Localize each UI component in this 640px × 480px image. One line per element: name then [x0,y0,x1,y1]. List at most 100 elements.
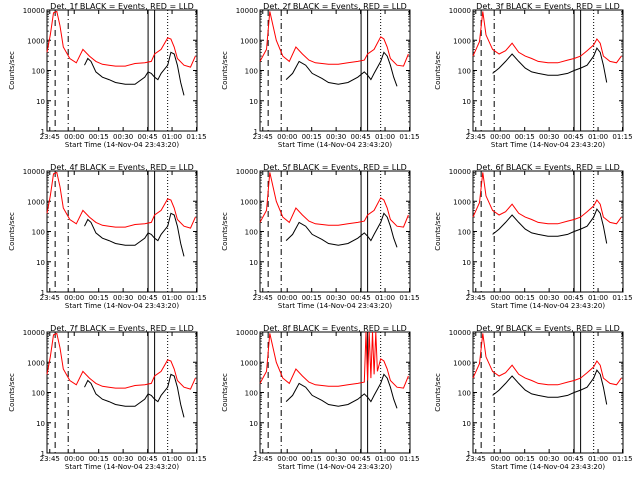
y-tick-label: 100 [32,390,45,398]
x-tick-label: 00:15 [89,455,109,463]
y-axis-label: Counts/sec [434,51,442,90]
x-tick-label: 00:45 [351,294,371,302]
x-tick-label: 00:30 [113,294,133,302]
panel-4: Det. 4f BLACK = Events, RED = LLD 1 10 100 1… [8,163,207,310]
y-axis-label: Counts/sec [434,212,442,251]
x-tick-label: 00:00 [277,133,297,141]
x-tick-label: 00:30 [113,133,133,141]
x-tick-label: 01:15 [399,133,419,141]
series-black-line [84,51,185,96]
y-tick-label: 1000 [27,37,45,45]
x-tick-label: 00:15 [515,133,535,141]
panel-title: Det. 1f BLACK = Events, RED = LLD [50,2,194,11]
series-red-line [472,333,622,386]
panel-2: Det. 2f BLACK = Events, RED = LLD 1 10 100 1… [221,2,420,149]
y-tick-label: 100 [458,229,471,237]
x-tick-label: 23:45 [40,133,60,141]
y-axis-label: Counts/sec [8,373,16,412]
y-tick-label: 100 [245,390,258,398]
panel-title: Det. 4f BLACK = Events, RED = LLD [50,163,194,172]
panel-9: Det. 9f BLACK = Events, RED = LLD 1 10 100 1… [434,324,633,471]
x-tick-label: 00:15 [515,294,535,302]
x-axis-label: Start Time (14-Nov-04 23:43:20) [65,463,179,471]
x-axis-label: Start Time (14-Nov-04 23:43:20) [65,302,179,310]
series-black-line [492,369,608,405]
series-red-line [46,332,196,390]
x-tick-label: 23:45 [253,294,273,302]
series-black-line [492,47,608,83]
y-tick-label: 10000 [23,7,45,15]
plot-frame [46,331,198,454]
x-tick-label: 01:00 [162,133,182,141]
panel-3: Det. 3f BLACK = Events, RED = LLD 1 10 100 1… [434,2,633,149]
x-tick-label: 23:45 [253,455,273,463]
x-tick-label: 23:45 [466,133,486,141]
x-tick-label: 00:00 [490,133,510,141]
panel-title: Det. 6f BLACK = Events, RED = LLD [476,163,620,172]
y-tick-label: 10000 [449,329,471,337]
x-tick-label: 01:15 [186,133,206,141]
x-tick-label: 00:00 [277,294,297,302]
y-tick-label: 1000 [453,198,471,206]
y-tick-label: 1000 [240,359,258,367]
x-tick-label: 01:00 [375,294,395,302]
y-tick-label: 1 [467,128,471,136]
y-tick-label: 1000 [27,198,45,206]
panel-title: Det. 2f BLACK = Events, RED = LLD [263,2,407,11]
x-tick-label: 00:30 [539,455,559,463]
panel-6: Det. 6f BLACK = Events, RED = LLD 1 10 100 1… [434,163,633,310]
x-axis-label: Start Time (14-Nov-04 23:43:20) [278,302,392,310]
x-tick-label: 00:15 [302,294,322,302]
y-tick-label: 1 [254,289,258,297]
panel-7: Det. 7f BLACK = Events, RED = LLD 1 10 100 1… [8,324,207,471]
x-tick-label: 00:30 [113,455,133,463]
x-tick-label: 23:45 [40,294,60,302]
x-tick-label: 00:45 [564,455,584,463]
plot-frame [259,9,411,132]
x-tick-label: 01:15 [612,294,632,302]
x-tick-label: 00:45 [138,455,158,463]
y-tick-label: 10000 [23,168,45,176]
x-tick-label: 00:00 [490,455,510,463]
y-tick-label: 100 [458,390,471,398]
y-tick-label: 10 [249,98,258,106]
y-tick-label: 10 [249,420,258,428]
x-tick-label: 01:15 [186,294,206,302]
y-tick-label: 100 [245,68,258,76]
y-tick-label: 1 [41,450,45,458]
x-tick-label: 00:30 [539,294,559,302]
x-tick-label: 23:45 [40,455,60,463]
x-tick-label: 00:30 [326,294,346,302]
y-tick-label: 1000 [27,359,45,367]
y-axis-label: Counts/sec [221,212,229,251]
series-red-line [259,172,409,228]
x-tick-label: 23:45 [466,294,486,302]
x-tick-label: 01:00 [588,294,608,302]
y-tick-label: 100 [245,229,258,237]
x-tick-label: 00:15 [302,455,322,463]
x-tick-label: 00:15 [515,455,535,463]
y-tick-label: 1 [467,450,471,458]
series-black-line [285,51,398,87]
y-tick-label: 1 [254,128,258,136]
x-tick-label: 01:15 [186,455,206,463]
panel-1: Det. 1f BLACK = Events, RED = LLD 1 10 100 1… [8,2,207,149]
x-tick-label: 00:00 [277,455,297,463]
x-tick-label: 01:00 [162,455,182,463]
series-black-line [285,373,398,409]
x-axis-label: Start Time (14-Nov-04 23:43:20) [491,141,605,149]
plot-frame [259,170,411,293]
y-tick-label: 10000 [449,168,471,176]
x-tick-label: 00:45 [138,133,158,141]
x-tick-label: 01:15 [612,455,632,463]
panel-title: Det. 8f BLACK = Events, RED = LLD [263,324,407,333]
x-tick-label: 00:45 [351,133,371,141]
y-axis-label: Counts/sec [8,51,16,90]
x-axis-label: Start Time (14-Nov-04 23:43:20) [491,302,605,310]
x-tick-label: 00:45 [351,455,371,463]
y-tick-label: 1000 [240,37,258,45]
x-axis-label: Start Time (14-Nov-04 23:43:20) [491,463,605,471]
x-tick-label: 00:45 [138,294,158,302]
x-tick-label: 01:15 [399,294,419,302]
x-tick-label: 00:15 [89,133,109,141]
